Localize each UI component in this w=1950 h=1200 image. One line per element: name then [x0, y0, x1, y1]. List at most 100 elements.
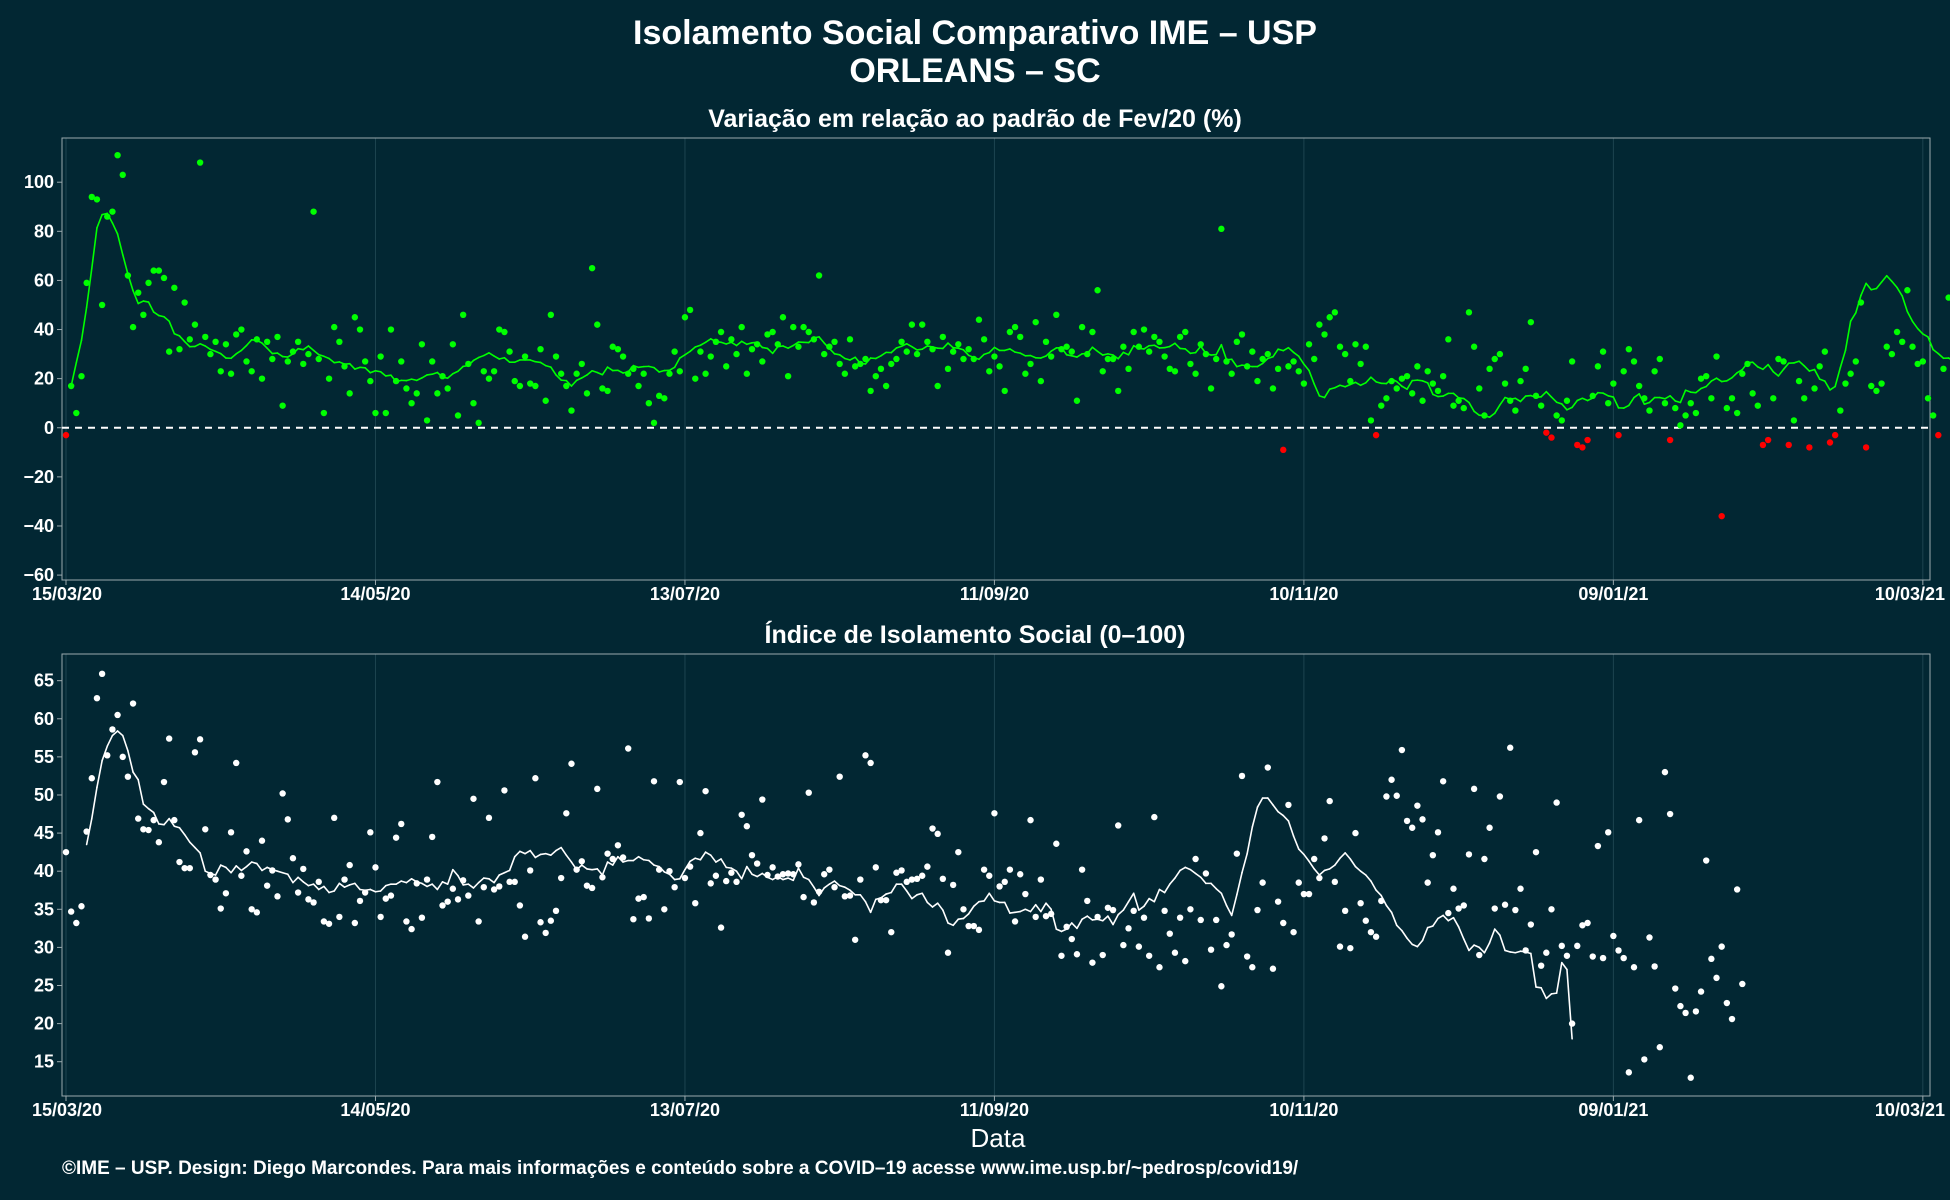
data-point: [1419, 397, 1426, 404]
data-point: [821, 350, 828, 358]
moving-average-segment: [560, 846, 568, 856]
moving-average-segment: [1669, 395, 1677, 402]
data-point: [470, 795, 477, 802]
data-point: [1589, 392, 1596, 400]
moving-average-segment: [261, 342, 268, 349]
data-point: [1945, 294, 1950, 301]
moving-average-segment: [611, 855, 619, 866]
moving-average-segment: [1034, 903, 1042, 913]
data-point: [748, 345, 756, 353]
data-point: [1460, 902, 1467, 909]
data-point: [1063, 343, 1070, 350]
moving-average-segment: [642, 858, 650, 862]
data-point: [1032, 913, 1039, 921]
data-point: [1507, 744, 1514, 751]
data-point: [872, 864, 879, 871]
moving-average-segment: [601, 861, 609, 876]
moving-average-segment: [116, 233, 124, 256]
y-tick-label: −60: [23, 565, 54, 585]
moving-average-segment: [1715, 377, 1723, 383]
moving-average-segment: [1813, 368, 1821, 380]
moving-average-segment: [426, 883, 434, 888]
moving-average-segment: [859, 894, 867, 903]
moving-average-segment: [142, 300, 150, 303]
moving-average-segment: [1096, 350, 1104, 356]
moving-average-segment: [1421, 380, 1429, 384]
data-point: [196, 159, 204, 166]
data-point: [1109, 906, 1117, 914]
data-point: [1161, 907, 1168, 915]
data-point: [702, 787, 709, 795]
data-point: [867, 387, 874, 395]
moving-average-segment: [116, 730, 124, 737]
moving-average-segment: [1421, 926, 1429, 942]
moving-average-segment: [235, 865, 243, 872]
data-point: [1145, 952, 1153, 959]
data-point: [1713, 974, 1720, 982]
data-point: [124, 272, 132, 279]
data-point: [1929, 412, 1937, 419]
data-point: [1187, 906, 1194, 913]
moving-average-segment: [1375, 889, 1383, 897]
data-point: [903, 878, 910, 886]
moving-average-segment: [544, 852, 552, 856]
data-point: [547, 917, 555, 924]
data-point: [1161, 353, 1168, 360]
x-tick-label: 11/09/20: [960, 584, 1029, 604]
data-point: [1455, 905, 1462, 912]
data-point: [62, 848, 70, 856]
data-point: [155, 267, 163, 274]
moving-average-segment: [1184, 866, 1192, 871]
moving-average-segment: [312, 883, 320, 891]
moving-average-segment: [993, 900, 1001, 904]
data-point: [1795, 377, 1803, 385]
data-point: [171, 284, 178, 291]
moving-average-segment: [983, 892, 991, 902]
data-point: [1630, 358, 1638, 365]
data-point: [1228, 370, 1235, 377]
data-point: [1899, 338, 1906, 346]
data-point: [135, 815, 142, 822]
moving-average-segment: [158, 823, 165, 826]
data-point: [1666, 436, 1674, 444]
moving-average-segment: [493, 355, 501, 360]
moving-average-segment: [1922, 333, 1929, 338]
moving-average-segment: [911, 894, 918, 900]
data-point: [1352, 341, 1359, 348]
moving-average-segment: [1272, 348, 1279, 358]
data-point: [1311, 855, 1318, 863]
data-point: [1512, 906, 1519, 914]
data-point: [1300, 380, 1308, 387]
data-point: [310, 208, 317, 215]
data-point: [1646, 934, 1653, 941]
moving-average-segment: [132, 771, 140, 781]
data-point: [165, 735, 173, 742]
moving-average-segment: [1009, 348, 1016, 353]
moving-average-segment: [1354, 381, 1362, 387]
moving-average-segment: [1695, 387, 1702, 394]
moving-average-segment: [1287, 820, 1295, 837]
footer-credits: ©IME – USP. Design: Diego Marcondes. Par…: [62, 1158, 1299, 1179]
data-point: [1496, 350, 1504, 358]
moving-average-segment: [1901, 295, 1909, 313]
moving-average-segment: [1432, 393, 1439, 398]
data-point: [640, 893, 647, 901]
moving-average-segment: [746, 865, 753, 876]
data-point: [465, 360, 472, 368]
data-point: [1259, 355, 1266, 363]
moving-average-segment: [1416, 939, 1424, 948]
data-point: [1563, 397, 1571, 404]
data-point: [392, 834, 400, 841]
data-point: [243, 848, 250, 855]
data-point: [542, 397, 549, 404]
moving-average-segment: [1411, 943, 1419, 948]
moving-average-segment: [1457, 926, 1465, 940]
data-point: [104, 213, 111, 220]
moving-average-segment: [689, 346, 697, 353]
moving-average-segment: [75, 339, 83, 364]
data-point: [418, 914, 426, 921]
moving-average-segment: [900, 342, 908, 348]
moving-average-segment: [1323, 868, 1331, 872]
data-point: [449, 341, 457, 348]
moving-average-segment: [1168, 342, 1176, 348]
